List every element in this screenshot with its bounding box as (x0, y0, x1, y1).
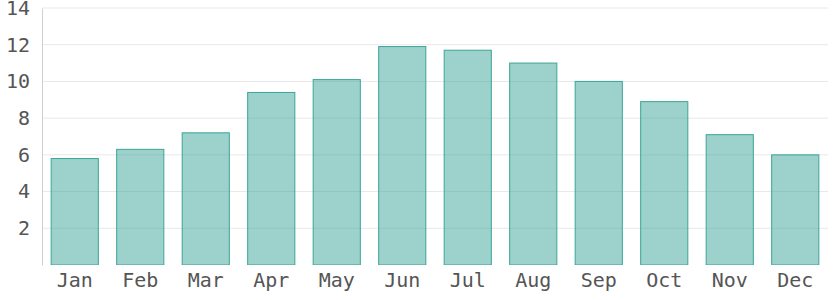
y-tick-label: 14 (6, 0, 30, 20)
x-tick-label: Nov (712, 268, 748, 292)
x-tick: Nov (712, 265, 748, 292)
x-tick-label: Jan (57, 268, 93, 292)
x-tick: Jul (450, 265, 486, 292)
bars (51, 47, 819, 265)
grid-line (42, 118, 828, 119)
y-tick: 10 (6, 69, 42, 93)
bar (444, 50, 491, 265)
x-tick-label: Oct (646, 268, 682, 292)
bar (706, 135, 753, 265)
x-tick-label: May (319, 268, 355, 292)
bar (51, 159, 98, 265)
x-tick-label: Sep (581, 268, 617, 292)
y-tick-label: 2 (18, 216, 30, 240)
grid-line (42, 44, 828, 45)
y-tick-label: 6 (18, 143, 30, 167)
x-tick: Jun (384, 265, 420, 292)
bar (641, 102, 688, 265)
bar (248, 92, 295, 265)
y-tick-label: 10 (6, 69, 30, 93)
y-axis-line (42, 9, 43, 266)
y-axis: 2 4 6 8 10 12 14 (6, 0, 43, 266)
y-tick: 14 (6, 0, 42, 20)
chart: 2 4 6 8 10 12 14 Jan Feb Mar Apr May Jun Jul Aug Sep Oct… (0, 0, 840, 300)
bar (575, 81, 622, 265)
y-tick: 4 (18, 179, 42, 203)
y-tick: 2 (18, 216, 42, 240)
x-tick-label: Apr (253, 268, 289, 292)
x-tick: May (319, 265, 355, 292)
bar (182, 133, 229, 265)
bar (313, 80, 360, 265)
x-tick: Sep (581, 265, 617, 292)
x-tick: Apr (253, 265, 289, 292)
x-tick-label: Jul (450, 268, 486, 292)
grid-line (42, 81, 828, 82)
x-tick: Aug (515, 265, 551, 292)
x-tick-label: Feb (122, 268, 158, 292)
y-tick-label: 4 (18, 179, 30, 203)
bar (379, 47, 426, 265)
x-tick: Jan (57, 265, 93, 292)
y-tick: 8 (18, 106, 42, 130)
x-tick-label: Aug (515, 268, 551, 292)
x-tick-label: Dec (777, 268, 813, 292)
bar (772, 155, 819, 265)
bar (510, 63, 557, 265)
bar (117, 149, 164, 265)
x-tick: Mar (188, 265, 224, 292)
x-tick: Dec (777, 265, 813, 292)
grid-line (42, 8, 828, 9)
y-tick: 12 (6, 33, 42, 57)
x-tick-label: Mar (188, 268, 224, 292)
x-tick: Feb (122, 265, 158, 292)
y-tick-label: 8 (18, 106, 30, 130)
plot-area: 2 4 6 8 10 12 14 Jan Feb Mar Apr May Jun Jul Aug Sep Oct… (6, 0, 828, 292)
x-axis: Jan Feb Mar Apr May Jun Jul Aug Sep Oct Nov Dec (57, 265, 814, 292)
x-tick: Oct (646, 265, 682, 292)
x-tick-label: Jun (384, 268, 420, 292)
y-tick: 6 (18, 143, 42, 167)
y-tick-label: 12 (6, 33, 30, 57)
